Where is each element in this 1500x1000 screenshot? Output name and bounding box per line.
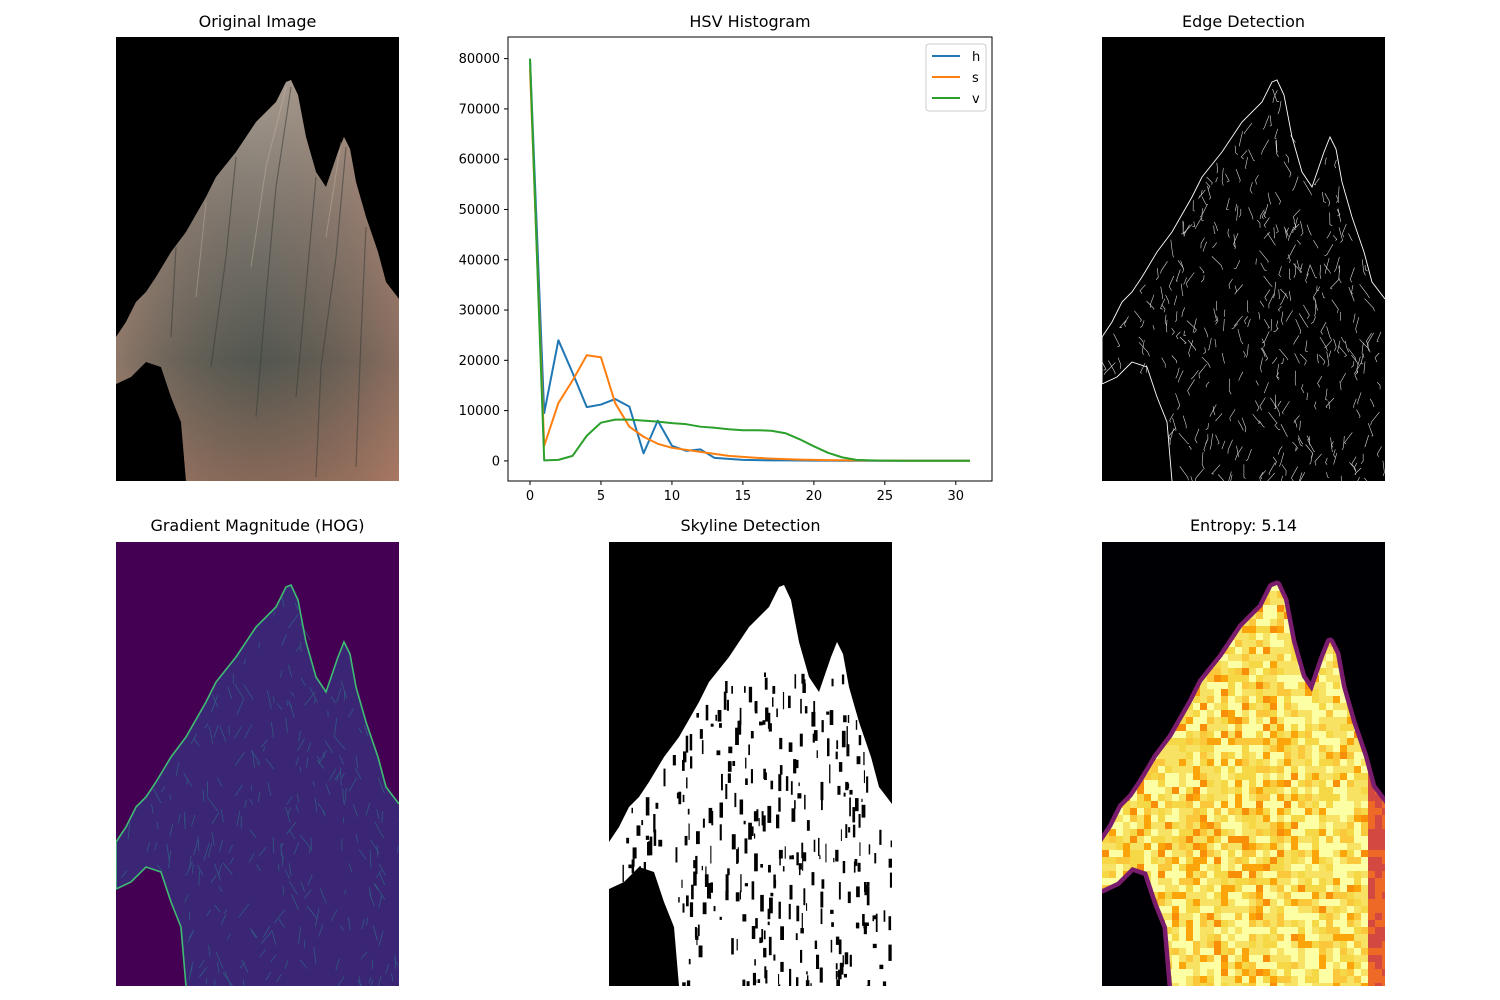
y-tick-label: 80000 — [459, 52, 500, 67]
x-tick-label: 0 — [526, 489, 534, 500]
x-tick-label: 15 — [735, 489, 752, 500]
y-tick-label: 30000 — [459, 304, 500, 319]
legend-label-s: s — [972, 71, 979, 86]
histogram-title: HSV Histogram — [689, 12, 811, 31]
edge-detection-title: Edge Detection — [1181, 12, 1306, 31]
x-tick-label: 20 — [806, 489, 823, 500]
x-tick-label: 5 — [597, 489, 605, 500]
hsv-histogram-chart: 0 5 10 15 20 25 30 0 10000 20000 30000 40000 50000 60… — [459, 36, 993, 500]
y-tick-label: 0 — [492, 454, 500, 469]
series-line-v — [529, 58, 970, 462]
skyline-detection-title: Skyline Detection — [680, 516, 821, 535]
x-tick-label: 30 — [948, 489, 965, 500]
gradient-magnitude-image — [116, 542, 399, 986]
gradient-magnitude-title: Gradient Magnitude (HOG) — [150, 516, 365, 535]
entropy-title: Entropy: 5.14 — [1189, 516, 1298, 535]
legend-label-v: v — [972, 92, 980, 107]
y-tick-label: 10000 — [459, 404, 500, 419]
y-tick-label: 50000 — [459, 203, 500, 218]
skyline-detection-image — [609, 542, 892, 986]
y-tick-label: 20000 — [459, 354, 500, 369]
x-tick-label: 25 — [877, 489, 894, 500]
y-tick-label: 70000 — [459, 102, 500, 117]
plot-area — [507, 36, 993, 482]
edge-detection-image — [1102, 37, 1385, 481]
y-tick-label: 40000 — [459, 253, 500, 268]
y-tick-label: 60000 — [459, 153, 500, 168]
entropy-image — [1102, 542, 1385, 986]
legend-label-h: h — [972, 50, 980, 65]
x-tick-label: 10 — [664, 489, 681, 500]
original-image — [116, 37, 399, 481]
original-image-title: Original Image — [198, 12, 317, 31]
